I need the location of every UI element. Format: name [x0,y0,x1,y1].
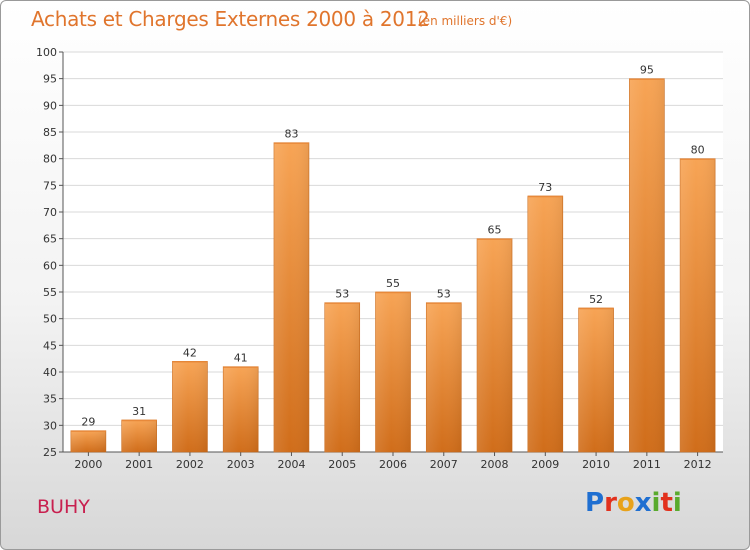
x-tick-label: 2000 [74,458,102,471]
bar-shine [273,142,309,452]
data-label: 53 [335,288,349,301]
y-tick-label: 95 [43,73,57,86]
x-tick-label: 2003 [227,458,255,471]
bar-shine [477,238,513,452]
x-tick-label: 2007 [430,458,458,471]
x-tick-label: 2010 [582,458,610,471]
x-tick-label: 2008 [481,458,509,471]
data-label: 80 [691,144,705,157]
y-tick-label: 70 [43,206,57,219]
y-tick-label: 25 [43,446,57,459]
y-tick-label: 75 [43,179,57,192]
x-tick-label: 2006 [379,458,407,471]
bar-shine [223,366,259,452]
y-tick-label: 60 [43,259,57,272]
x-tick-label: 2004 [277,458,305,471]
y-tick-label: 40 [43,366,57,379]
logo-letter: i [672,488,682,518]
labels: 25 30 35 40 45 50 55 60 65 70 75 80 85 90 95 100 29 2000 3… [36,46,712,471]
data-label: 52 [589,293,603,306]
data-label: 95 [640,64,654,77]
logo-letter: i [651,488,661,518]
y-tick-label: 55 [43,286,57,299]
y-tick-label: 30 [43,419,57,432]
y-tick-label: 80 [43,153,57,166]
data-label: 53 [437,288,451,301]
data-label: 55 [386,277,400,290]
y-tick-label: 85 [43,126,57,139]
bar-shine [70,430,106,452]
x-tick-label: 2009 [531,458,559,471]
data-label: 65 [488,224,502,237]
bars [70,78,716,453]
bar-shine [629,78,665,453]
data-label: 41 [234,352,248,365]
y-tick-label: 35 [43,393,57,406]
y-tick-label: 90 [43,99,57,112]
y-tick-label: 100 [36,46,57,59]
y-tick-label: 65 [43,233,57,246]
logo-letter: r [604,488,617,518]
bar-shine [172,361,208,452]
data-label: 83 [284,128,298,141]
logo-letter: x [634,488,652,518]
chart-unit: (en milliers d'€) [418,14,513,28]
x-tick-label: 2012 [684,458,712,471]
logo-letter: o [616,488,635,518]
commune-name: BUHY [37,496,90,518]
bar-shine [426,302,462,452]
y-tick-label: 50 [43,313,57,326]
bar-shine [121,420,157,452]
data-label: 73 [538,181,552,194]
bar-shine [375,292,411,452]
x-tick-label: 2011 [633,458,661,471]
y-tick-label: 45 [43,339,57,352]
bar-shine [324,302,360,452]
x-tick-label: 2005 [328,458,356,471]
x-tick-label: 2001 [125,458,153,471]
data-label: 42 [183,346,197,359]
chart-title: Achats et Charges Externes 2000 à 2012 [31,7,430,31]
proxiti-logo: Proxiti [585,488,682,518]
bar-shine [527,196,563,452]
data-label: 31 [132,405,146,418]
data-label: 29 [81,416,95,429]
bar-shine [578,308,614,452]
x-tick-label: 2002 [176,458,204,471]
bar-shine [680,158,716,452]
logo-letter: t [660,488,673,518]
logo-letter: P [585,488,605,518]
